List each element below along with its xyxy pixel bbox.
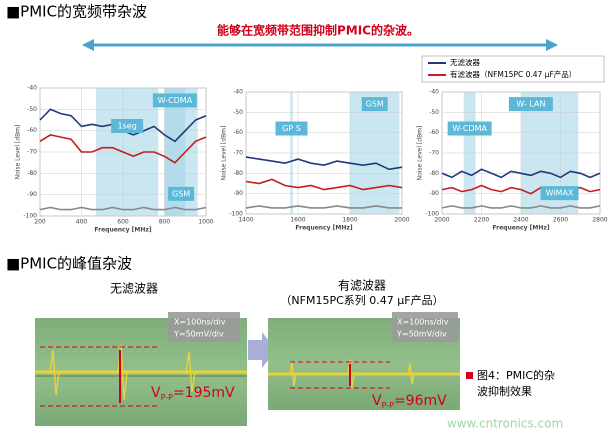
- x-tick-label: 2000: [394, 217, 409, 224]
- x-tick-label: 800: [159, 219, 171, 226]
- y-tick-label: -50: [429, 109, 439, 116]
- banner: 能够在宽频带范围抑制PMIC的杂波。: [217, 23, 419, 38]
- x-tick-label: 2200: [474, 217, 489, 224]
- y-tick-label: -40: [233, 89, 243, 96]
- series-line: [245, 156, 403, 171]
- band-label-box: [111, 119, 144, 133]
- x-tick-label: 1800: [342, 217, 357, 224]
- x-tick-label: 2800: [592, 217, 607, 224]
- y-tick-label: -40: [27, 85, 37, 92]
- setting: X=100ns/div: [397, 318, 449, 327]
- legend-box: [421, 55, 605, 83]
- band-label-box: [508, 97, 553, 112]
- band-label: 1seg: [118, 122, 137, 131]
- caption: 波抑制效果: [477, 384, 532, 398]
- y-tick-label: -70: [27, 149, 37, 156]
- band-label: GSM: [172, 189, 190, 198]
- band-label: W-CDMA: [452, 124, 487, 133]
- vpp: VP-P=96mV: [372, 393, 447, 410]
- arrow-head: [546, 39, 558, 51]
- y-tick-label: -40: [429, 89, 439, 96]
- x-tick-label: 1000: [198, 219, 213, 226]
- caption-marker: [466, 372, 473, 379]
- y-tick-label: -50: [233, 109, 243, 116]
- x-tick-label: 600: [117, 219, 129, 226]
- band-label-box: [540, 186, 579, 201]
- setting: X=100ns/div: [174, 318, 226, 327]
- y-tick-label: -100: [23, 213, 37, 220]
- y-tick-label: -100: [425, 211, 439, 218]
- scope-right: X=100ns/div Y=50mV/div VP-P=96mV: [268, 312, 460, 410]
- section-title: ■PMIC的宽频带杂波: [6, 3, 147, 21]
- band-label-box: [152, 93, 197, 108]
- band-label: W- LAN: [516, 100, 545, 109]
- y-tick-label: -70: [429, 150, 439, 157]
- band-label-box: [275, 121, 308, 136]
- series-line: [245, 205, 402, 209]
- section-title: ■PMIC的峰值杂波: [6, 255, 132, 273]
- y-tick-label: -90: [429, 190, 439, 197]
- watermark: www.cntronics.com: [447, 417, 563, 431]
- y-axis-label: Noise Level [dBm]: [15, 125, 22, 180]
- scope-label: 有滤波器: [338, 279, 386, 293]
- x-axis-label: Frequency [MHz]: [94, 227, 151, 234]
- setting: Y=50mV/div: [173, 330, 224, 339]
- series-line: [441, 168, 601, 179]
- caption: 图4：PMIC的杂: [477, 368, 555, 382]
- x-tick-label: 1400: [238, 217, 253, 224]
- series-line: [39, 206, 207, 211]
- band-label: GSM: [366, 100, 384, 109]
- y-tick-label: -60: [429, 129, 439, 136]
- y-axis-label: Noise Level [dBm]: [417, 126, 424, 181]
- y-tick-label: -80: [429, 170, 439, 177]
- x-axis-label: Frequency [MHz]: [492, 225, 549, 232]
- vpp: VP-P=195mV: [151, 385, 235, 402]
- settings-box: [168, 312, 240, 342]
- x-tick-label: 1600: [290, 217, 305, 224]
- legend-label: 有滤波器（NFM15PC 0.47 μF产品）: [450, 69, 576, 79]
- settings-box: [392, 312, 458, 342]
- y-tick-label: -100: [229, 211, 243, 218]
- y-tick-label: -90: [27, 191, 37, 198]
- series-line: [441, 205, 601, 209]
- x-tick-label: 2400: [513, 217, 528, 224]
- trace: [49, 344, 196, 401]
- band-label: WiMAX: [546, 189, 574, 198]
- y-tick-label: -80: [233, 170, 243, 177]
- y-axis-label: Noise Level [dBm]: [221, 126, 228, 181]
- y-tick-label: -80: [27, 170, 37, 177]
- legend-label: 无滤波器: [450, 57, 480, 67]
- series-line: [245, 178, 403, 191]
- band-label-box: [168, 186, 195, 201]
- y-tick-label: -70: [233, 150, 243, 157]
- band-label: W-CDMA: [158, 96, 193, 105]
- series-line: [39, 134, 207, 164]
- scope-label: 无滤波器: [110, 282, 158, 296]
- setting: Y=50mV/div: [396, 330, 447, 339]
- band-label-box: [447, 121, 492, 136]
- y-tick-label: -90: [233, 190, 243, 197]
- x-tick-label: 2600: [553, 217, 568, 224]
- x-tick-label: 200: [34, 219, 46, 226]
- arrow-head: [82, 39, 94, 51]
- x-tick-label: 2000: [434, 217, 449, 224]
- band-label: GP S: [282, 124, 301, 133]
- band-label-box: [361, 97, 388, 112]
- x-axis-label: Frequency [MHz]: [295, 225, 352, 232]
- x-tick-label: 400: [76, 219, 88, 226]
- y-tick-label: -60: [27, 127, 37, 134]
- y-tick-label: -50: [27, 106, 37, 113]
- scope-label: （NFM15PC系列 0.47 μF产品）: [280, 293, 443, 307]
- scope-left: X=100ns/div Y=50mV/div VP-P=195mV: [35, 312, 247, 426]
- y-tick-label: -60: [233, 129, 243, 136]
